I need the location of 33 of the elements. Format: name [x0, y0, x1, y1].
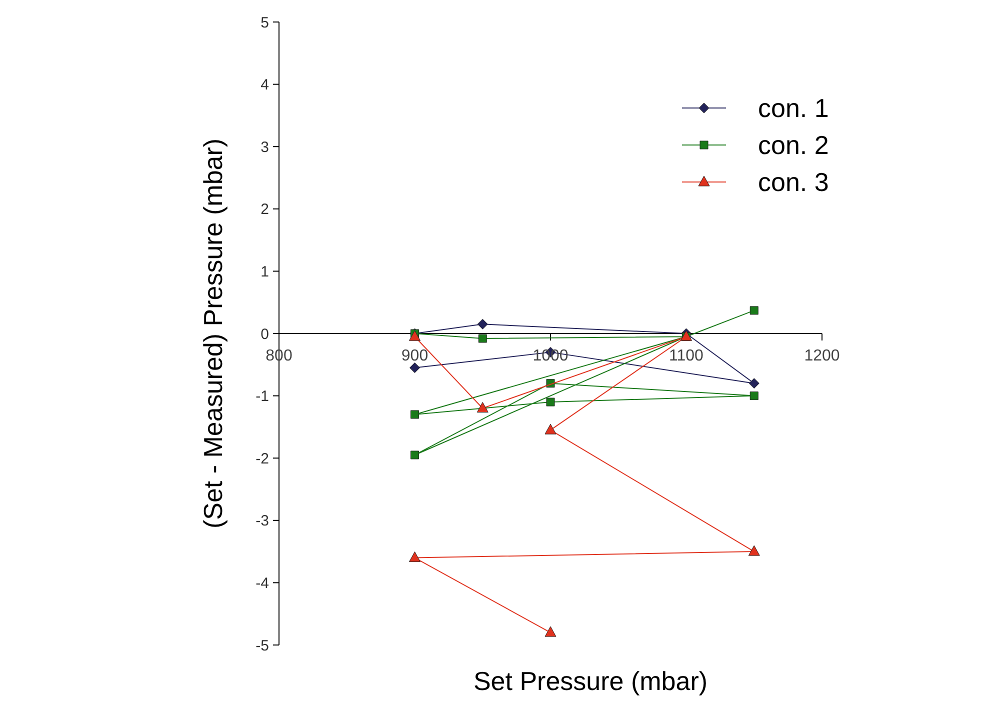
y-axis-title: (Set - Measured) Pressure (mbar): [198, 138, 228, 529]
x-tick-label: 1200: [804, 348, 840, 364]
y-tick-label: -2: [256, 450, 269, 468]
y-tick-label: 3: [260, 138, 269, 156]
y-tick-label: 4: [260, 76, 269, 94]
y-tick-label: -4: [256, 574, 269, 592]
x-tick-label: 900: [401, 348, 428, 364]
point: [748, 545, 760, 556]
point: [750, 306, 758, 315]
legend-label: con. 1: [758, 93, 829, 124]
y-tick-label: 2: [260, 201, 269, 218]
point: [410, 410, 419, 419]
point: [748, 378, 760, 389]
point: [750, 392, 758, 400]
legend-label: con. 2: [758, 130, 829, 160]
legend-label: con. 3: [758, 167, 829, 198]
point: [410, 450, 419, 460]
x-axis-title: Set Pressure (mbar): [473, 666, 708, 696]
y-tick-label: 1: [260, 263, 269, 280]
point: [477, 318, 488, 330]
y-tick-label: -1: [256, 388, 269, 406]
y-tick-label: 0: [260, 326, 269, 343]
point: [410, 362, 420, 374]
point: [409, 552, 420, 562]
point: [546, 398, 555, 406]
point: [478, 334, 487, 343]
x-tick-label: 1100: [669, 348, 704, 364]
y-tick-label: -3: [256, 512, 269, 530]
point: [544, 424, 556, 434]
y-tick-label: 5: [260, 14, 269, 32]
y-tick-label: -5: [256, 637, 269, 654]
point: [476, 402, 488, 413]
point: [544, 626, 556, 637]
